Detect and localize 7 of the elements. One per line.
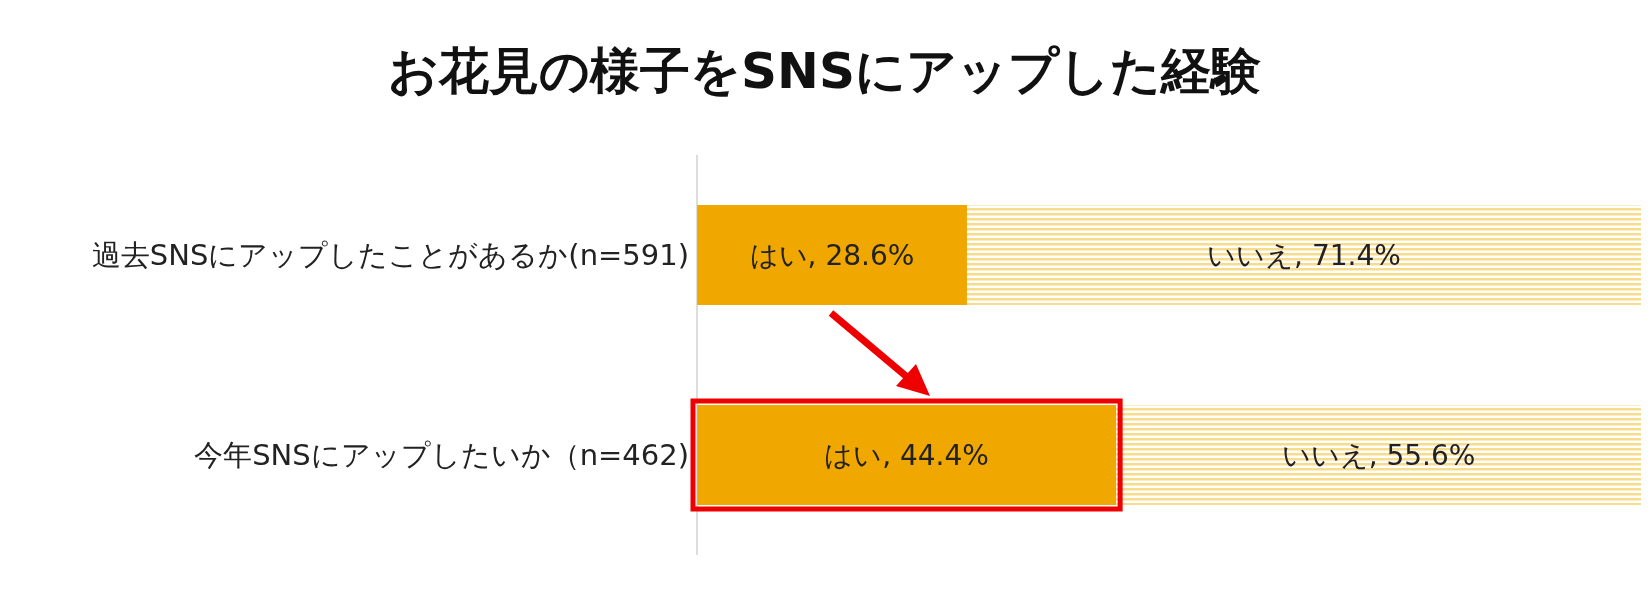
y-tick-label: 過去SNSにアップしたことがあるか(n=591) — [91, 238, 689, 273]
chart-title: お花見の様子をSNSにアップした経験 — [387, 41, 1262, 102]
data-label: はい, 28.6% — [749, 238, 915, 272]
y-tick-label: 今年SNSにアップしたいか（n=462) — [194, 438, 689, 473]
data-label: いいえ, 55.6% — [1281, 438, 1476, 472]
data-label: はい, 44.4% — [824, 438, 989, 472]
data-label: いいえ, 71.4% — [1207, 238, 1401, 272]
